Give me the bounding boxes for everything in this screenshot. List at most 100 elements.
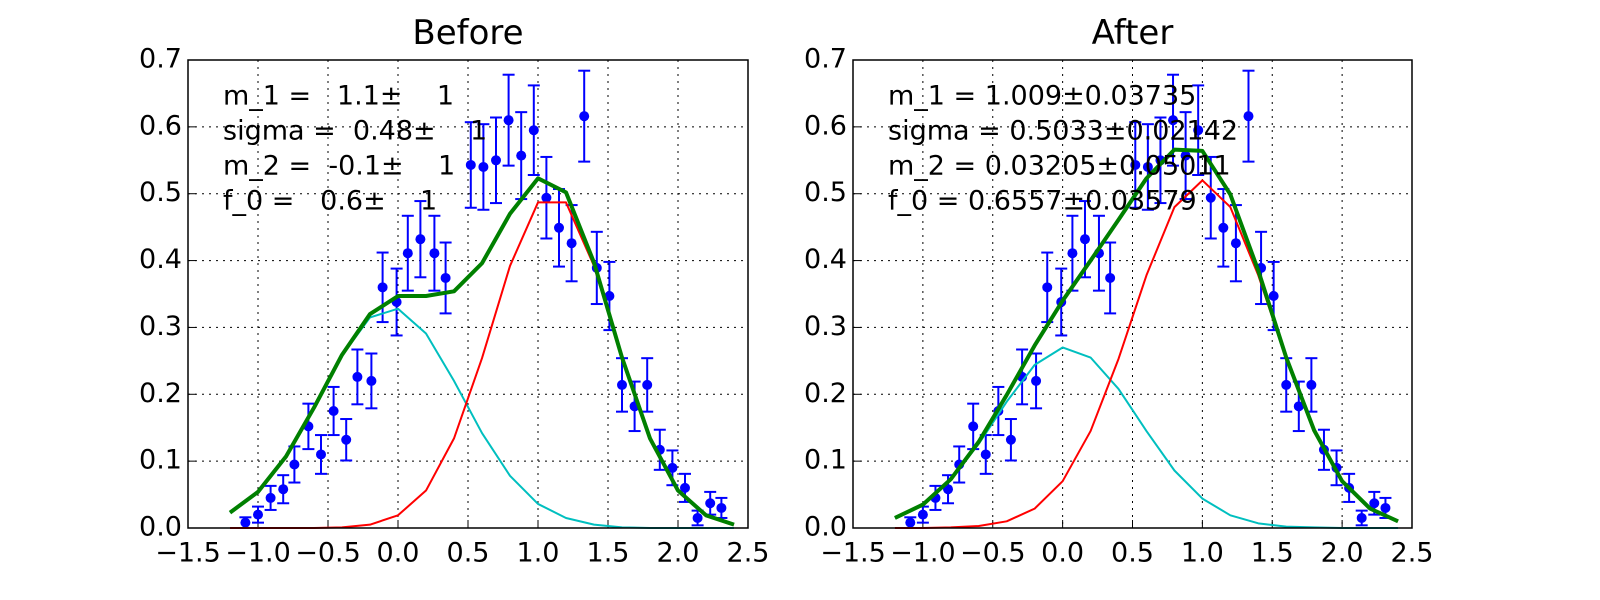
x-tick-label: 1.0	[1181, 538, 1224, 569]
data-point	[1042, 282, 1053, 293]
data-point	[1218, 222, 1229, 233]
data-point	[278, 484, 289, 495]
data-point	[917, 509, 928, 520]
data-point	[617, 379, 627, 390]
data-point	[1306, 379, 1317, 390]
y-tick-label: 0.6	[139, 110, 182, 141]
data-point	[1031, 375, 1042, 386]
data-point	[1180, 150, 1191, 161]
y-tick-label: 0.7	[804, 44, 847, 75]
data-point	[1130, 159, 1141, 170]
x-tick-label: 2.5	[727, 538, 770, 569]
axes-frame	[187, 59, 749, 529]
data-point	[503, 115, 514, 126]
data-point	[328, 406, 339, 416]
x-tick-label: 0.0	[1041, 538, 1084, 569]
data-point	[1105, 272, 1116, 283]
x-tick-label: −0.5	[295, 538, 361, 569]
data-point	[429, 248, 440, 259]
y-tick-label: 0.4	[804, 244, 847, 275]
data-point	[1168, 115, 1179, 126]
x-tick-label: −1.5	[820, 538, 886, 569]
chart-title: Before	[412, 13, 523, 53]
x-tick-label: 2.0	[657, 538, 700, 569]
data-point	[905, 517, 916, 528]
data-point	[680, 482, 690, 493]
data-point	[604, 291, 615, 302]
annotation: m_2 = -0.1± 1	[223, 151, 455, 182]
data-point	[440, 272, 451, 283]
data-point	[1293, 401, 1304, 412]
y-tick-label: 0.5	[139, 177, 182, 208]
y-tick-label: 0.0	[139, 512, 182, 543]
curve	[228, 176, 735, 527]
x-tick-label: 1.0	[517, 538, 560, 569]
y-tick-label: 0.2	[804, 378, 847, 409]
y-tick-label: 0.3	[804, 311, 847, 342]
data-point	[1142, 161, 1153, 172]
curve	[230, 201, 735, 529]
x-tick-label: 1.5	[1251, 538, 1294, 569]
data-point	[980, 449, 991, 460]
data-point	[692, 512, 703, 523]
x-tick-label: 2.5	[1391, 538, 1434, 569]
annotation: m_2 = 0.03205±0.05011	[888, 151, 1231, 182]
data-point	[465, 159, 476, 170]
data-point	[667, 462, 678, 473]
curve	[894, 147, 1399, 524]
data-point	[541, 192, 552, 203]
data-point	[579, 111, 590, 122]
data-point	[1243, 111, 1254, 122]
data-point	[316, 449, 326, 460]
data-point	[366, 375, 377, 386]
data-point	[716, 502, 727, 513]
data-point	[352, 371, 363, 382]
x-tick-label: −0.5	[960, 538, 1026, 569]
data-point	[1079, 234, 1090, 245]
y-tick-label: 0.2	[139, 378, 182, 409]
data-point	[491, 155, 501, 166]
data-point	[1281, 379, 1292, 390]
x-tick-label: 0.0	[377, 538, 420, 569]
curve	[894, 179, 1399, 529]
chart-title: After	[1092, 13, 1174, 53]
y-tick-label: 0.0	[804, 512, 847, 543]
data-point	[554, 222, 564, 233]
x-tick-label: −1.5	[155, 538, 221, 569]
data-point	[1193, 125, 1204, 136]
annotation: sigma = 0.5033±0.02142	[888, 116, 1238, 147]
data-point	[528, 125, 539, 136]
curve	[894, 346, 1399, 529]
annotation: f_0 = 0.6± 1	[223, 186, 437, 217]
data-point	[415, 234, 426, 245]
x-tick-label: 0.5	[447, 538, 490, 569]
y-tick-label: 0.1	[804, 445, 847, 476]
data-point	[478, 161, 489, 172]
data-point	[1356, 512, 1367, 523]
data-point	[240, 517, 251, 528]
y-tick-label: 0.7	[139, 44, 182, 75]
data-point	[642, 379, 653, 390]
data-point	[265, 492, 276, 503]
x-tick-label: −1.0	[890, 538, 956, 569]
y-tick-label: 0.4	[139, 244, 182, 275]
data-point	[1268, 291, 1279, 302]
data-point	[377, 282, 388, 293]
y-tick-label: 0.6	[804, 110, 847, 141]
annotation: f_0 = 0.6557±0.03579	[888, 186, 1197, 217]
data-point	[289, 459, 300, 470]
x-tick-label: 2.0	[1321, 538, 1364, 569]
data-point	[341, 434, 352, 445]
annotation: sigma = 0.48± 1	[223, 116, 487, 147]
annotation: m_1 = 1.1± 1	[223, 81, 454, 112]
y-tick-label: 0.5	[804, 177, 847, 208]
annotation: m_1 = 1.009±0.03735	[888, 81, 1196, 112]
x-tick-label: 0.5	[1111, 538, 1154, 569]
x-tick-label: −1.0	[225, 538, 291, 569]
y-tick-label: 0.1	[139, 445, 182, 476]
data-point	[253, 509, 263, 520]
data-point	[705, 498, 716, 509]
data-point	[1369, 498, 1380, 509]
